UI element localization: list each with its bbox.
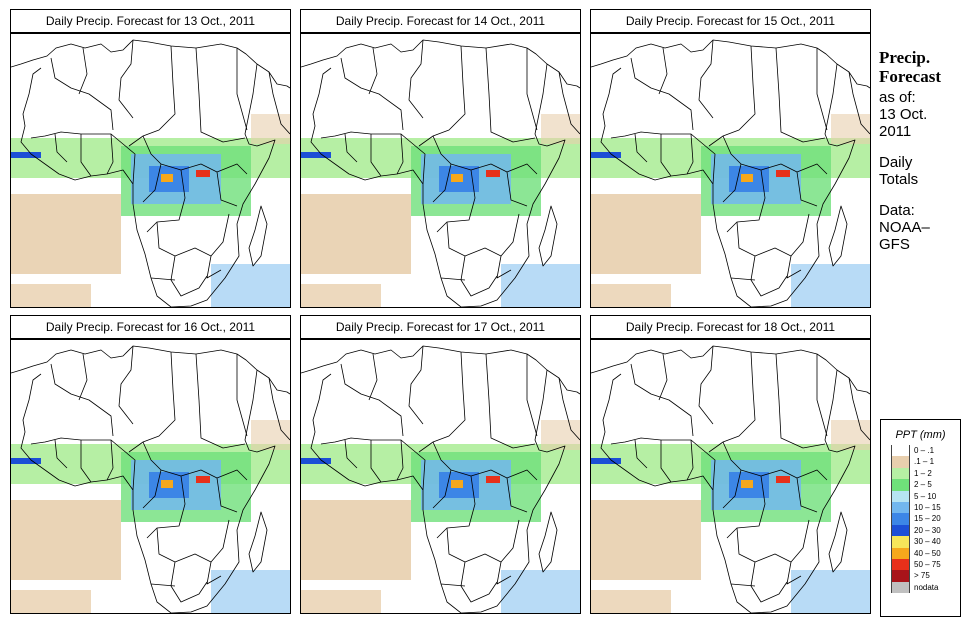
- legend-item: .1 – 1: [881, 456, 960, 468]
- legend-label: .1 – 1: [914, 457, 935, 467]
- forecast-panel-oct14: Daily Precip. Forecast for 14 Oct., 2011: [300, 9, 581, 308]
- panel-title: Daily Precip. Forecast for 13 Oct., 2011: [10, 9, 291, 33]
- forecast-panel-oct15: Daily Precip. Forecast for 15 Oct., 2011: [590, 9, 871, 308]
- panel-title: Daily Precip. Forecast for 17 Oct., 2011: [300, 315, 581, 339]
- info-heading-line2: Forecast: [879, 67, 941, 86]
- precip-map: [10, 33, 291, 308]
- totals-label: Totals: [879, 171, 919, 188]
- legend-item: 5 – 10: [881, 490, 960, 502]
- as-of-date: 13 Oct.: [879, 106, 928, 123]
- precip-map: [300, 33, 581, 308]
- forecast-info: Precip. Forecast as of: 13 Oct. 2011 Dai…: [879, 48, 965, 253]
- legend-swatch: [891, 558, 910, 571]
- forecast-panel-oct18: Daily Precip. Forecast for 18 Oct., 2011: [590, 315, 871, 614]
- legend-swatch: [891, 456, 910, 468]
- info-heading-line1: Precip.: [879, 48, 931, 67]
- panel-title: Daily Precip. Forecast for 18 Oct., 2011: [590, 315, 871, 339]
- legend-swatch: [891, 536, 910, 548]
- legend-item: 40 – 50: [881, 547, 960, 559]
- panel-title: Daily Precip. Forecast for 16 Oct., 2011: [10, 315, 291, 339]
- legend-label: 5 – 10: [914, 491, 937, 501]
- legend-label: 0 – .1: [914, 446, 935, 455]
- legend-label: 1 – 2: [914, 468, 932, 478]
- as-of-label: as of:: [879, 89, 916, 106]
- legend-label: 40 – 50: [914, 548, 941, 558]
- legend-item: 50 – 75: [881, 558, 960, 571]
- legend-label: nodata: [914, 582, 939, 592]
- data-source-line1: NOAA–: [879, 219, 930, 236]
- legend-label: > 75: [914, 571, 930, 581]
- legend-swatch: [891, 501, 910, 514]
- legend-label: 20 – 30: [914, 525, 941, 535]
- legend-label: 2 – 5: [914, 480, 932, 490]
- data-label: Data:: [879, 202, 915, 219]
- precip-legend: PPT (mm) 0 – .1 .1 – 1 1 – 2 2 – 5 5 – 1…: [880, 419, 961, 617]
- legend-item: 15 – 20: [881, 513, 960, 525]
- precip-map: [590, 339, 871, 614]
- legend-swatch: [891, 524, 910, 537]
- legend-label: 50 – 75: [914, 559, 941, 569]
- legend-item: 20 – 30: [881, 524, 960, 537]
- legend-label: 30 – 40: [914, 537, 941, 547]
- legend-label: 15 – 20: [914, 514, 941, 524]
- legend-swatch: [891, 479, 910, 491]
- legend-swatch: [891, 490, 910, 502]
- precip-map: [300, 339, 581, 614]
- panel-title: Daily Precip. Forecast for 14 Oct., 2011: [300, 9, 581, 33]
- legend-item: nodata: [881, 581, 960, 594]
- forecast-panel-oct16: Daily Precip. Forecast for 16 Oct., 2011: [10, 315, 291, 614]
- legend-swatch: [891, 513, 910, 525]
- legend-title: PPT (mm): [895, 429, 946, 441]
- legend-item: 1 – 2: [881, 467, 960, 480]
- legend-label: 10 – 15: [914, 502, 941, 512]
- legend-item: > 75: [881, 570, 960, 582]
- panel-title: Daily Precip. Forecast for 15 Oct., 2011: [590, 9, 871, 33]
- legend-rows: 0 – .1 .1 – 1 1 – 2 2 – 5 5 – 10 10 – 15…: [881, 445, 960, 594]
- daily-label: Daily: [879, 154, 913, 171]
- legend-swatch: [891, 581, 910, 594]
- legend-item: 0 – .1: [881, 445, 960, 457]
- precip-map: [10, 339, 291, 614]
- legend-swatch: [891, 570, 910, 582]
- legend-swatch: [891, 547, 910, 559]
- legend-swatch: [891, 467, 910, 480]
- legend-item: 30 – 40: [881, 536, 960, 548]
- legend-item: 10 – 15: [881, 501, 960, 514]
- forecast-panel-oct17: Daily Precip. Forecast for 17 Oct., 2011: [300, 315, 581, 614]
- legend-item: 2 – 5: [881, 479, 960, 491]
- precip-map: [590, 33, 871, 308]
- as-of-year: 2011: [879, 123, 912, 140]
- forecast-panel-oct13: Daily Precip. Forecast for 13 Oct., 2011: [10, 9, 291, 308]
- data-source-line2: GFS: [879, 236, 910, 253]
- legend-swatch: [891, 445, 910, 457]
